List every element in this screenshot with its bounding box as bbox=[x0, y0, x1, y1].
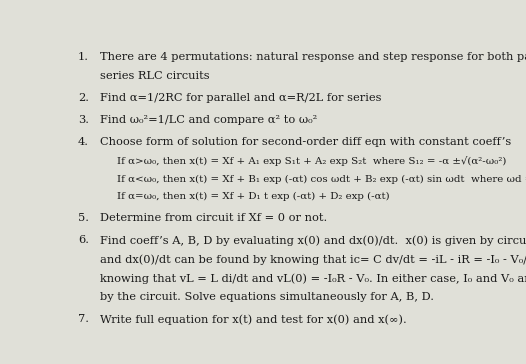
Text: 5.: 5. bbox=[78, 213, 89, 223]
Text: If α>ω₀, then x(t) = Xf + A₁ exp S₁t + A₂ exp S₂t  where S₁₂ = -α ±√(α²-ω₀²): If α>ω₀, then x(t) = Xf + A₁ exp S₁t + A… bbox=[117, 156, 506, 166]
Text: by the circuit. Solve equations simultaneously for A, B, D.: by the circuit. Solve equations simultan… bbox=[100, 292, 434, 302]
Text: If α=ω₀, then x(t) = Xf + D₁ t exp (-αt) + D₂ exp (-αt): If α=ω₀, then x(t) = Xf + D₁ t exp (-αt)… bbox=[117, 192, 389, 201]
Text: Find coeff’s A, B, D by evaluating x(0) and dx(0)/dt.  x(0) is given by circuit : Find coeff’s A, B, D by evaluating x(0) … bbox=[100, 235, 526, 246]
Text: Choose form of solution for second-order diff eqn with constant coeff’s: Choose form of solution for second-order… bbox=[100, 137, 512, 147]
Text: 1.: 1. bbox=[78, 52, 89, 62]
Text: Determine from circuit if Xf = 0 or not.: Determine from circuit if Xf = 0 or not. bbox=[100, 213, 328, 223]
Text: If α<ω₀, then x(t) = Xf + B₁ exp (-αt) cos ωdt + B₂ exp (-αt) sin ωdt  where ωd : If α<ω₀, then x(t) = Xf + B₁ exp (-αt) c… bbox=[117, 174, 526, 184]
Text: 4.: 4. bbox=[78, 137, 89, 147]
Text: 6.: 6. bbox=[78, 235, 89, 245]
Text: Write full equation for x(t) and test for x(0) and x(∞).: Write full equation for x(t) and test fo… bbox=[100, 314, 407, 325]
Text: Find ω₀²=1/LC and compare α² to ω₀²: Find ω₀²=1/LC and compare α² to ω₀² bbox=[100, 115, 318, 125]
Text: 7.: 7. bbox=[78, 314, 89, 324]
Text: knowing that vL = L di/dt and vL(0) = -I₀R - V₀. In either case, I₀ and V₀ are d: knowing that vL = L di/dt and vL(0) = -I… bbox=[100, 273, 526, 284]
Text: 3.: 3. bbox=[78, 115, 89, 125]
Text: and dx(0)/dt can be found by knowing that ic= C dv/dt = -iL - iR = -I₀ - V₀/R  o: and dx(0)/dt can be found by knowing tha… bbox=[100, 254, 526, 265]
Text: series RLC circuits: series RLC circuits bbox=[100, 71, 210, 81]
Text: There are 4 permutations: natural response and step response for both parallel a: There are 4 permutations: natural respon… bbox=[100, 52, 526, 62]
Text: 2.: 2. bbox=[78, 93, 89, 103]
Text: Find α=1/2RC for parallel and α=R/2L for series: Find α=1/2RC for parallel and α=R/2L for… bbox=[100, 93, 382, 103]
